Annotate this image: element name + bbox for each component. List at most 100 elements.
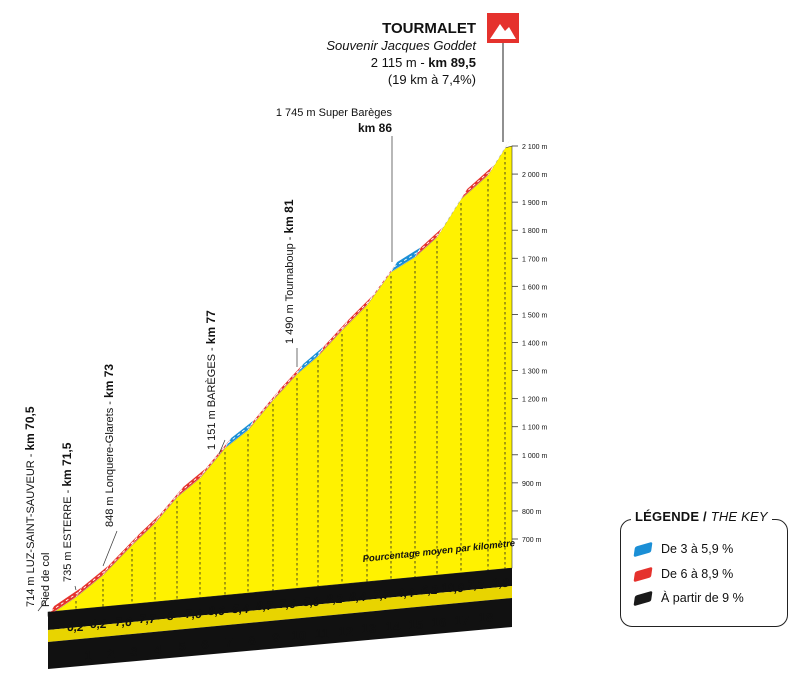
- mountain-glyph-icon: [490, 24, 516, 39]
- gradient-label: 7,7: [138, 612, 157, 626]
- summit-subtitle: Souvenir Jacques Goddet: [326, 38, 477, 53]
- gradient-label: 7,6: [278, 597, 297, 611]
- altitude-tick-label: 700 m: [522, 537, 542, 544]
- km-label: 11: [315, 626, 329, 641]
- altitude-tick-label: 1 100 m: [522, 425, 547, 432]
- km-label: 10: [292, 628, 306, 643]
- km-label: 7: [225, 635, 232, 650]
- altitude-tick-label: 1 600 m: [522, 284, 547, 291]
- legend-label-red: De 6 à 8,9 %: [661, 567, 734, 581]
- km-label: 1: [84, 648, 91, 663]
- altitude-tick-label: 1 500 m: [522, 312, 547, 319]
- km-label: 13: [362, 621, 376, 636]
- altitude-tick-label: 2 100 m: [522, 144, 547, 151]
- altitude-tick-label: 1 200 m: [522, 397, 547, 404]
- gradient-label: 8,4: [348, 590, 367, 604]
- road-centerline: [299, 350, 322, 370]
- km-label: 6: [201, 637, 208, 652]
- waypoint-leader: [218, 439, 226, 455]
- legend-swatch-black: [633, 590, 653, 606]
- gradient-label: 6,2: [420, 583, 439, 597]
- waypoint-label: 714 m LUZ-SAINT-SAUVEUR - km 70,5: [23, 406, 37, 607]
- gradient-label: 8,6: [207, 604, 226, 618]
- gradient-label: 8: [166, 609, 175, 623]
- waypoint-label: 1 745 m Super Barèges: [276, 107, 393, 119]
- road-centerline: [179, 472, 204, 493]
- altitude-tick-label: 1 000 m: [522, 453, 547, 460]
- waypoint-sublabel: Pied de col: [40, 553, 52, 607]
- legend-swatch-blue: [633, 541, 653, 557]
- waypoint-label: 848 m Lonquere-Glarets - km 73: [102, 364, 116, 527]
- base-bottom-strip: [48, 598, 512, 669]
- summit-altitude-value: 2 115 m -: [371, 55, 429, 70]
- km-label: 5: [178, 639, 185, 654]
- altitude-tick-label: 1 800 m: [522, 228, 547, 235]
- km-label: 2: [107, 646, 114, 661]
- legend-box: LÉGENDE / THE KEY De 3 à 5,9 % De 6 à 8,…: [620, 509, 788, 627]
- summit-km: km 89,5: [428, 55, 476, 70]
- profile-base: 6,2 6,2 7,6 7,7 8 7,6 8,6 5,4 8,7 7,6 5,9 8,2 8,4 7,7…: [48, 568, 512, 669]
- waypoint-label: 735 m ESTERRE - km 71,5: [60, 442, 74, 582]
- road-centerline: [227, 424, 252, 444]
- waypoint-name: 1 151 m BARÈGES -: [205, 344, 218, 450]
- waypoint-km: km 71,5: [60, 442, 74, 486]
- gradient-label: 5,4: [231, 602, 250, 616]
- gradient-label: 6,2: [89, 617, 108, 631]
- road-centerline: [417, 231, 441, 253]
- altitude-tick-label: 1 900 m: [522, 200, 547, 207]
- gradient-label: 8,7: [255, 599, 274, 613]
- road-centerline: [202, 442, 229, 474]
- km-label: 9: [272, 630, 279, 645]
- gradient-label: 7,6: [114, 615, 133, 629]
- waypoint-km: km 73: [102, 364, 116, 398]
- road-centerline: [250, 394, 277, 426]
- gradient-label: 5,9: [302, 595, 321, 609]
- waypoint-leader: [37, 597, 49, 612]
- gradient-label: 9,8: [491, 576, 510, 590]
- km-label: 4: [154, 642, 162, 657]
- km-dash-lines: [75, 152, 506, 610]
- altitude-tick-label: 2 000 m: [522, 172, 547, 179]
- summit-climb: (19 km à 7,4%): [388, 72, 476, 87]
- altitude-tick-label: 1 700 m: [522, 256, 547, 263]
- gradient-label: 10,9: [440, 581, 466, 595]
- waypoint-name: 714 m LUZ-SAINT-SAUVEUR -: [25, 451, 37, 607]
- road-segments: [47, 137, 512, 617]
- km-label: 3: [130, 644, 137, 659]
- gradient-label: 7,6: [184, 607, 203, 621]
- km-label: 18: [479, 610, 493, 625]
- km-label: 16: [432, 615, 446, 630]
- legend-title-en: THE KEY: [710, 509, 768, 524]
- gradient-label: 8,2: [325, 592, 344, 606]
- altitude-tick-label: 1 300 m: [522, 369, 547, 376]
- waypoint-leader: [102, 530, 118, 567]
- road-centerline: [134, 517, 159, 541]
- legend-item-blue: De 3 à 5,9 %: [633, 541, 734, 557]
- legend-title: LÉGENDE / THE KEY: [631, 509, 772, 524]
- waypoint-name: 735 m ESTERRE -: [62, 487, 74, 582]
- gradient-label: 7,7: [372, 588, 391, 602]
- altitude-tick-label: 800 m: [522, 509, 542, 516]
- km-label: 12: [339, 624, 353, 639]
- road-centerline: [105, 539, 136, 571]
- waypoint-km: km 70,5: [23, 406, 37, 450]
- waypoint-label: 1 151 m BARÈGES - km 77: [204, 310, 218, 450]
- km-label: 8: [248, 633, 255, 648]
- waypoint-km: km 86: [358, 121, 392, 135]
- km-label: 17: [455, 613, 469, 628]
- summit-name: TOURMALET: [382, 20, 476, 37]
- road-centerline: [393, 251, 419, 268]
- base-top-strip: [48, 568, 512, 630]
- altitude-tick-label: 1 400 m: [522, 341, 547, 348]
- road-centerline: [463, 169, 492, 195]
- road-centerline: [490, 142, 509, 171]
- legend-label-blue: De 3 à 5,9 %: [661, 542, 734, 556]
- km-label: 14: [386, 619, 401, 634]
- altitude-axis: 700 m 800 m 900 m 1 000 m 1 100 m 1 200 m 1 30…: [512, 144, 547, 544]
- gradient-label: 4,4: [396, 586, 415, 600]
- base-face: [48, 586, 512, 642]
- waypoint-name: 848 m Lonquere-Glarets -: [104, 398, 116, 527]
- gradient-label: 6,2: [66, 620, 85, 634]
